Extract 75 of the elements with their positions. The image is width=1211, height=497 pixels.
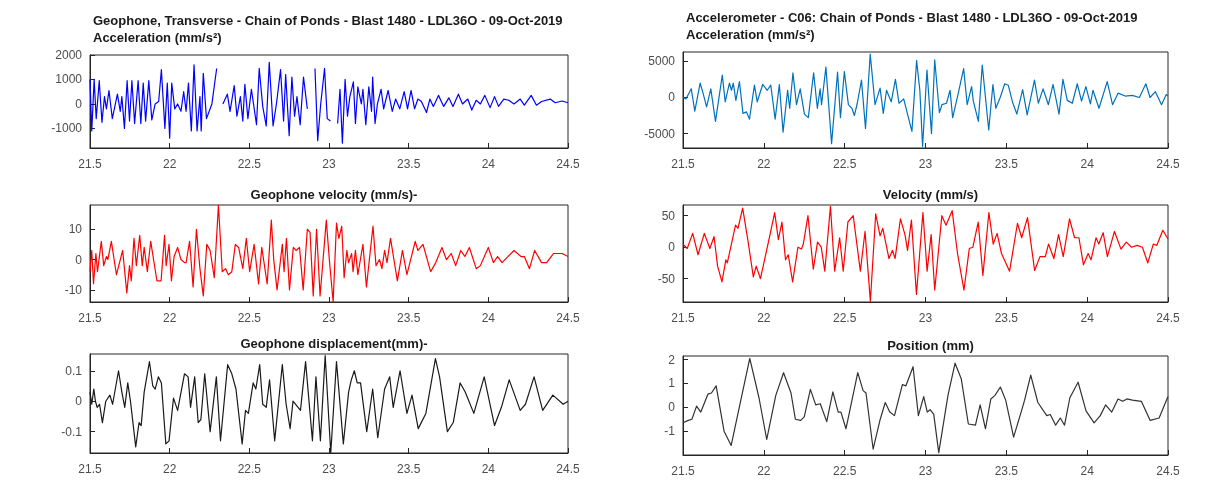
x-tick-label: 21.5 [78,157,102,171]
y-tick-label: -50 [657,271,676,286]
x-tick-label: 22 [757,464,771,478]
x-tick-label: 22 [757,311,771,325]
chart-title: Position (mm) [887,338,974,353]
x-tick-label: 21.5 [671,311,695,325]
x-tick-label: 21.5 [78,462,102,476]
x-tick-label: 23 [918,464,933,478]
chart-title: Geophone velocity (mm/s)- [250,187,418,202]
y-tick-label: -1 [664,424,676,439]
x-tick-label: 23.5 [396,462,421,476]
x-tick-label: 24 [1080,464,1095,478]
line-series [682,357,1169,454]
line-series [682,205,1169,302]
x-tick-label: 22.5 [832,311,857,325]
x-tick-label: 23.5 [994,464,1019,478]
x-tick-label: 23 [918,157,933,171]
x-tick-label: 21.5 [671,464,695,478]
y-tick-label: 0 [668,240,676,255]
line-series [89,354,569,454]
x-tick-label: 24 [481,462,496,476]
y-tick-label: 1 [668,376,676,391]
x-tick-label: 23 [322,311,336,325]
y-tick-label: 0.1 [65,363,83,378]
line-series [682,53,1169,148]
y-tick-label: 10 [68,222,83,237]
y-tick-label: 0 [75,96,83,111]
x-tick-label: 24.5 [556,311,580,325]
y-tick-label: 1000 [55,72,83,87]
chart-title: Velocity (mm/s) [882,187,979,202]
x-tick-label: 23.5 [994,311,1019,325]
y-tick-label: -10 [64,282,83,297]
x-tick-label: 24.5 [1156,157,1180,171]
y-tick-label: 0 [75,252,83,267]
x-tick-label: 21.5 [671,157,695,171]
x-tick-label: 24.5 [1156,464,1180,478]
x-tick-label: 24.5 [556,462,580,476]
chart-subtitle: Acceleration (mm/s²) [686,27,815,42]
y-tick-label: 0 [668,400,676,415]
x-tick-label: 23 [918,311,933,325]
y-tick-label: 2 [668,352,676,367]
y-tick-label: -5000 [644,126,676,141]
x-tick-label: 22.5 [237,462,262,476]
y-tick-label: 5000 [648,54,676,69]
x-tick-label: 23 [322,462,336,476]
y-tick-label: 0 [75,394,83,409]
x-tick-label: 22.5 [237,311,262,325]
x-tick-label: 24.5 [556,157,580,171]
chart-title: Geophone, Transverse - Chain of Ponds - Blast 1480 - LDL36O - 09-Oct-2019 [93,13,563,28]
y-tick-label: 50 [661,208,676,223]
x-tick-label: 22 [162,157,177,171]
x-tick-label: 24.5 [1156,311,1180,325]
y-tick-label: -1000 [51,121,83,136]
y-tick-label: -0.1 [61,424,83,439]
x-tick-label: 24 [1080,311,1095,325]
x-tick-label: 22.5 [832,464,857,478]
chart-subtitle: Acceleration (mm/s²) [93,30,222,45]
y-tick-label: 0 [668,90,676,105]
x-tick-label: 22 [757,157,771,171]
x-tick-label: 24 [481,311,496,325]
x-tick-label: 24 [481,157,496,171]
x-tick-label: 23.5 [396,311,421,325]
chart-title: Geophone displacement(mm)- [240,336,428,351]
x-tick-label: 21.5 [78,311,102,325]
y-tick-label: 2000 [55,48,83,62]
x-tick-label: 22.5 [237,157,262,171]
x-tick-label: 23 [322,157,336,171]
x-tick-label: 22.5 [832,157,857,171]
x-tick-label: 22 [162,462,177,476]
line-series [89,204,569,303]
x-tick-label: 23.5 [396,157,421,171]
x-tick-label: 24 [1080,157,1095,171]
x-tick-label: 23.5 [994,157,1019,171]
chart-title: Accelerometer - C06: Chain of Ponds - Blast 1480 - LDL36O - 09-Oct-2019 [686,10,1138,25]
x-tick-label: 22 [162,311,177,325]
